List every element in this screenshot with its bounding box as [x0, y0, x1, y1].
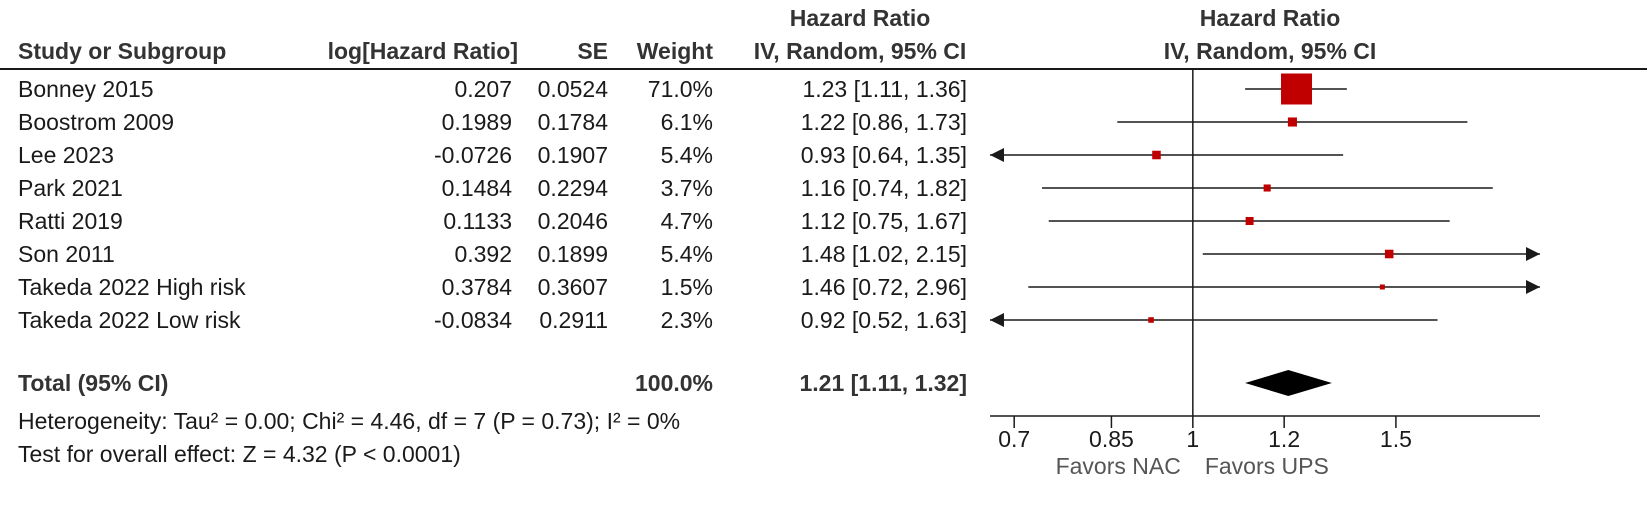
header-divider	[0, 68, 1647, 70]
study-marker	[1287, 117, 1297, 127]
weight-value: 6.1%	[660, 109, 713, 135]
study-marker	[1152, 150, 1161, 160]
ci-value: 1.16 [0.74, 1.82]	[800, 175, 967, 201]
ci-value: 0.93 [0.64, 1.35]	[800, 142, 967, 168]
heterogeneity-text: Heterogeneity: Tau² = 0.00; Chi² = 4.46,…	[18, 408, 681, 434]
loghr-value: 0.1989	[441, 109, 512, 135]
favors-right-label: Favors UPS	[1205, 453, 1329, 479]
header-study: Study or Subgroup	[18, 38, 227, 64]
ci-value: 0.92 [0.52, 1.63]	[800, 307, 967, 333]
favors-left-label: Favors NAC	[1056, 453, 1181, 479]
ci-value: 1.23 [1.11, 1.36]	[802, 76, 967, 102]
header-weight: Weight	[636, 38, 713, 64]
x-tick-label: 0.7	[998, 426, 1030, 452]
study-name: Takeda 2022 Low risk	[18, 307, 241, 333]
header-se: SE	[577, 38, 608, 64]
se-value: 0.2294	[537, 175, 608, 201]
se-value: 0.2911	[539, 307, 608, 333]
study-name: Park 2021	[18, 175, 123, 201]
study-marker	[1148, 317, 1154, 323]
total-ci: 1.21 [1.11, 1.32]	[799, 370, 967, 396]
se-value: 0.3607	[537, 274, 608, 300]
weight-value: 5.4%	[660, 142, 713, 168]
ci-arrow-left	[990, 148, 1004, 162]
study-name: Boostrom 2009	[18, 109, 174, 135]
se-value: 0.0524	[537, 76, 608, 102]
se-value: 0.1907	[537, 142, 608, 168]
total-weight: 100.0%	[634, 370, 713, 396]
ci-arrow-right	[1526, 247, 1540, 261]
loghr-value: 0.392	[454, 241, 512, 267]
header-hr-top: Hazard Ratio	[789, 5, 931, 31]
study-marker	[1384, 249, 1394, 259]
ci-value: 1.22 [0.86, 1.73]	[800, 109, 967, 135]
study-name: Lee 2023	[18, 142, 114, 168]
x-tick-label: 1.5	[1380, 426, 1412, 452]
se-value: 0.2046	[537, 208, 608, 234]
pooled-diamond	[1245, 370, 1332, 396]
x-tick-label: 1	[1186, 426, 1199, 452]
study-name: Bonney 2015	[18, 76, 154, 102]
ci-value: 1.48 [1.02, 2.15]	[800, 241, 967, 267]
weight-value: 5.4%	[660, 241, 713, 267]
study-name: Ratti 2019	[18, 208, 123, 234]
loghr-value: -0.0726	[433, 142, 512, 168]
weight-value: 4.7%	[660, 208, 713, 234]
se-value: 0.1784	[537, 109, 608, 135]
overall-effect-text: Test for overall effect: Z = 4.32 (P < 0…	[18, 441, 461, 467]
study-name: Son 2011	[18, 241, 115, 267]
header-loghr: log[Hazard Ratio]	[327, 38, 518, 64]
loghr-value: 0.3784	[441, 274, 512, 300]
se-value: 0.1899	[537, 241, 608, 267]
loghr-value: -0.0834	[433, 307, 512, 333]
x-tick-label: 1.2	[1268, 426, 1300, 452]
study-marker	[1263, 184, 1271, 192]
loghr-value: 0.1133	[443, 208, 512, 234]
header-hr-bottom: IV, Random, 95% CI	[753, 38, 967, 64]
study-name: Takeda 2022 High risk	[18, 274, 246, 300]
header-plot-top: Hazard Ratio	[1199, 5, 1341, 31]
ci-arrow-left	[990, 313, 1004, 327]
loghr-value: 0.207	[454, 76, 512, 102]
ci-value: 1.12 [0.75, 1.67]	[800, 208, 967, 234]
study-marker	[1245, 217, 1254, 225]
study-marker	[1379, 284, 1385, 290]
ci-value: 1.46 [0.72, 2.96]	[800, 274, 967, 300]
loghr-value: 0.1484	[441, 175, 512, 201]
x-tick-label: 0.85	[1089, 426, 1134, 452]
weight-value: 3.7%	[660, 175, 713, 201]
ci-arrow-right	[1526, 280, 1540, 294]
total-label: Total (95% CI)	[18, 370, 169, 396]
weight-value: 1.5%	[660, 274, 713, 300]
header-plot-bottom: IV, Random, 95% CI	[1163, 38, 1377, 64]
weight-value: 71.0%	[647, 76, 713, 102]
weight-value: 2.3%	[660, 307, 713, 333]
study-marker	[1281, 73, 1313, 105]
